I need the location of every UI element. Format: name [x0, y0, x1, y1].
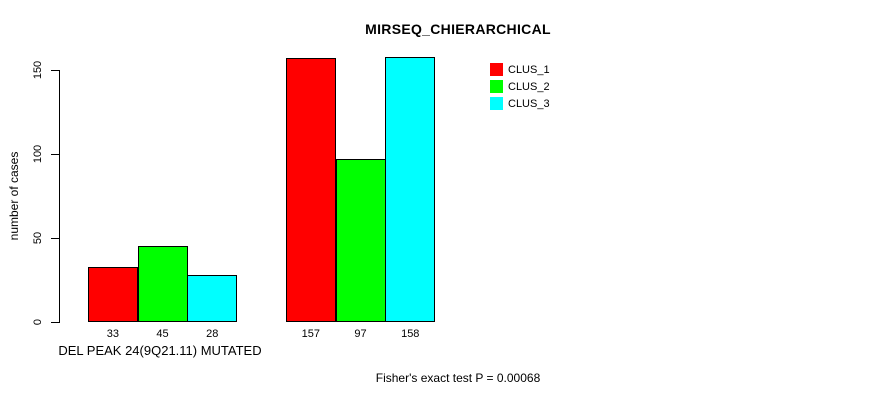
y-tick-mark: [51, 70, 59, 71]
annotation-fishers-test: Fisher's exact test P = 0.00068: [375, 371, 541, 385]
bar-value-label: 97: [354, 328, 367, 340]
legend-label: CLUS_3: [508, 97, 550, 110]
legend-label: CLUS_2: [508, 80, 550, 93]
bar-clus_3-group1: [187, 275, 237, 322]
chart-title: MIRSEQ_CHIERARCHICAL: [365, 21, 551, 37]
bar-value-label: 158: [401, 328, 420, 340]
y-axis-line: [59, 70, 60, 323]
legend-swatch-clus_2: [490, 80, 503, 93]
bar-value-label: 45: [156, 328, 169, 340]
y-tick-mark: [51, 238, 59, 239]
x-axis-group-label: DEL PEAK 24(9Q21.11) MUTATED: [58, 343, 262, 358]
legend-row: CLUS_3: [490, 95, 550, 112]
y-axis-title: number of cases: [7, 151, 21, 241]
bar-value-label: 157: [301, 328, 321, 340]
bar-value-label: 33: [106, 328, 119, 340]
bar-clus_1-group1: [88, 267, 138, 322]
y-tick-mark: [51, 322, 59, 323]
legend-label: CLUS_1: [508, 63, 550, 76]
legend-swatch-clus_3: [490, 97, 503, 110]
legend-row: CLUS_2: [490, 78, 550, 95]
legend: CLUS_1 CLUS_2 CLUS_3: [490, 61, 550, 112]
bar-clus_1-group2: [286, 58, 336, 322]
y-tick-label: 100: [32, 144, 44, 164]
bar-clus_2-group2: [336, 159, 386, 322]
y-tick-label: 50: [32, 231, 44, 245]
bar-value-label: 28: [206, 328, 219, 340]
legend-swatch-clus_1: [490, 63, 503, 76]
bar-clus_3-group2: [385, 57, 435, 322]
y-tick-label: 150: [32, 60, 44, 80]
y-tick-label: 0: [32, 318, 44, 326]
y-tick-mark: [51, 154, 59, 155]
bar-clus_2-group1: [138, 246, 188, 322]
legend-row: CLUS_1: [490, 61, 550, 78]
